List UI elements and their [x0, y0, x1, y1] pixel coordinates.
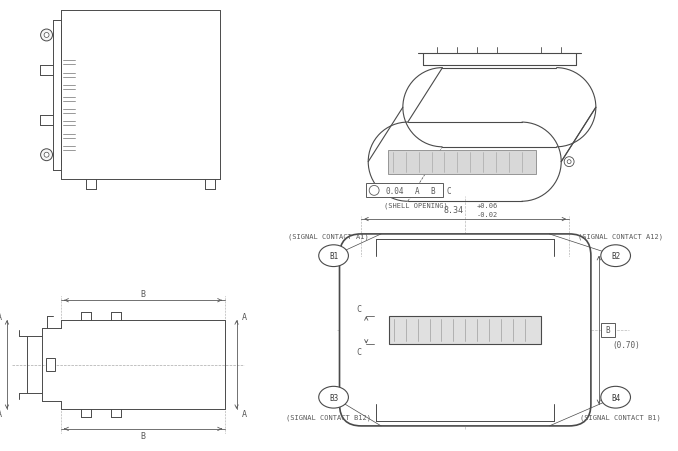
Bar	[45, 358, 56, 372]
Bar	[366, 184, 443, 198]
Bar	[388, 151, 536, 174]
Text: A: A	[242, 312, 247, 321]
Text: -0.02: -0.02	[477, 212, 498, 218]
Circle shape	[41, 30, 52, 42]
Text: A: A	[0, 409, 1, 418]
Text: C: C	[446, 186, 451, 195]
Text: B4: B4	[611, 393, 620, 402]
Circle shape	[370, 186, 379, 196]
Text: (SIGNAL CONTACT B1): (SIGNAL CONTACT B1)	[580, 414, 661, 420]
Ellipse shape	[601, 245, 631, 267]
Text: (SIGNAL CONTACT A1): (SIGNAL CONTACT A1)	[288, 233, 369, 239]
Text: 0.04: 0.04	[386, 186, 404, 195]
Text: A: A	[242, 409, 247, 418]
Text: B1: B1	[329, 252, 338, 261]
Circle shape	[41, 149, 52, 161]
Text: A: A	[0, 312, 1, 321]
Text: C: C	[357, 347, 362, 356]
Ellipse shape	[319, 245, 348, 267]
Text: (SIGNAL CONTACT A12): (SIGNAL CONTACT A12)	[578, 233, 663, 239]
Text: C: C	[357, 304, 362, 313]
Ellipse shape	[319, 387, 348, 408]
Text: B2: B2	[611, 252, 620, 261]
Text: B: B	[431, 186, 435, 195]
Bar	[389, 316, 542, 344]
Circle shape	[44, 153, 49, 158]
Text: B3: B3	[329, 393, 338, 402]
Text: (0.70): (0.70)	[613, 341, 641, 350]
Ellipse shape	[601, 387, 631, 408]
Circle shape	[44, 33, 49, 38]
FancyBboxPatch shape	[340, 235, 591, 426]
Text: (SHELL OPENING): (SHELL OPENING)	[384, 202, 447, 209]
Text: B: B	[140, 289, 145, 298]
Circle shape	[567, 160, 571, 164]
Circle shape	[564, 157, 574, 167]
Text: A: A	[414, 186, 419, 195]
Text: 8.34: 8.34	[443, 205, 463, 214]
Text: B: B	[605, 326, 610, 335]
Text: B: B	[140, 431, 145, 440]
Text: (SIGNAL CONTACT B12): (SIGNAL CONTACT B12)	[286, 414, 371, 420]
Bar	[601, 323, 615, 337]
Text: +0.06: +0.06	[477, 203, 498, 209]
